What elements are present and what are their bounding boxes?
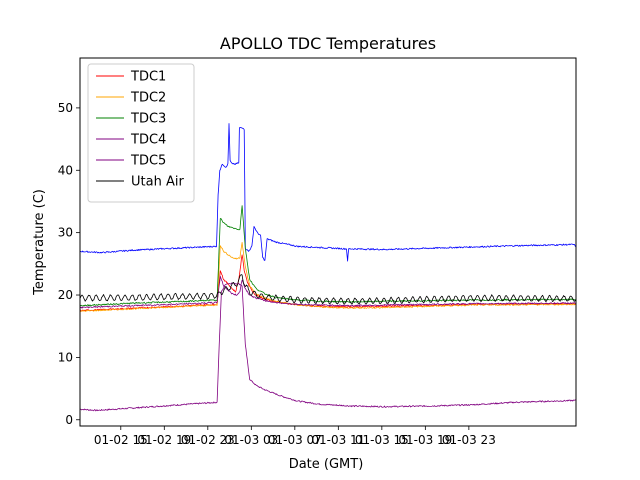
x-tick-label: 01-03 07 [268, 433, 322, 447]
x-tick-label: 01-02 23 [181, 433, 235, 447]
legend-entry-tdc4: TDC4 [130, 133, 166, 148]
y-tick-label: 0 [65, 413, 73, 427]
x-tick-label: 01-02 19 [137, 433, 191, 447]
plot-frame [79, 57, 577, 427]
x-axis-label: Date (GMT) [289, 457, 364, 472]
legend: TDC1 TDC2 TDC3 TDC4 TDC5 Utah Air [87, 63, 195, 203]
legend-entry-tdc1: TDC1 [130, 70, 166, 85]
x-tick-label: 01-03 19 [398, 433, 452, 447]
legend-entry-utah-air: Utah Air [131, 175, 184, 190]
x-tick-label: 01-03 03 [224, 433, 278, 447]
legend-entry-tdc2: TDC2 [130, 91, 166, 106]
y-tick-label: 30 [58, 226, 73, 240]
x-tick-label: 01-03 15 [355, 433, 409, 447]
y-tick-label: 50 [58, 101, 73, 115]
x-tick-label: 01-03 23 [442, 433, 496, 447]
chart-title: APOLLO TDC Temperatures [220, 34, 436, 53]
series-line-tdc2 [80, 242, 576, 312]
series-line-tdc4 [80, 275, 576, 309]
y-tick-label: 10 [58, 350, 73, 364]
legend-entry-tdc5: TDC5 [130, 154, 166, 169]
series-line-utah-air [80, 274, 576, 305]
legend-entry-tdc3: TDC3 [130, 112, 166, 127]
series-line-blue [80, 123, 576, 262]
x-tick-label: 01-02 15 [94, 433, 148, 447]
y-tick-label: 40 [58, 163, 73, 177]
x-tick-label: 01-03 11 [311, 433, 365, 447]
legend-box [87, 63, 195, 203]
y-tick-label: 20 [58, 288, 73, 302]
plot-area [79, 57, 577, 427]
series-line-tdc5 [80, 282, 576, 412]
y-axis-label: Temperature (C) [32, 189, 47, 296]
